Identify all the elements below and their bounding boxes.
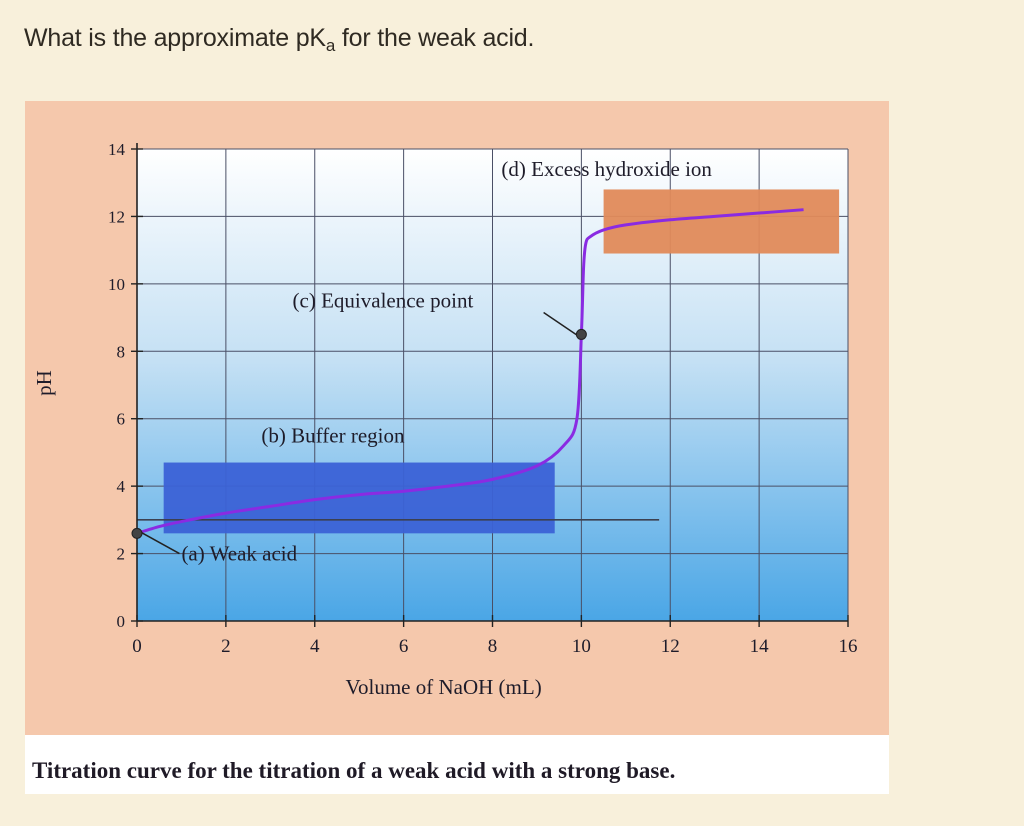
x-axis-label: Volume of NaOH (mL)	[346, 675, 542, 699]
y-tick-label-4: 4	[117, 477, 126, 496]
markers	[131, 328, 587, 539]
y-tick-label-12: 12	[108, 207, 125, 226]
x-tick-label-12: 12	[661, 636, 680, 657]
y-axis-label: pH	[32, 370, 56, 396]
titration-curve	[136, 208, 804, 535]
axes: 0 2 4 6 8 10 12 14 0 2 4 6 8 10 12 14 16 Volume of NaOH (…	[32, 140, 858, 699]
labels: (a) Weak acid (c) Equivalence point (b) Bu…	[181, 157, 712, 565]
question-text: What is the approximate pKa for the weak…	[24, 24, 534, 56]
excess-hydroxide-box	[603, 189, 840, 254]
x-tick-label-0: 0	[132, 636, 142, 657]
y-tick-label-2: 2	[117, 545, 126, 564]
y-tick-label-6: 6	[117, 410, 126, 429]
y-tick-label-8: 8	[117, 342, 126, 361]
figure-caption: Titration curve for the titration of a w…	[32, 758, 676, 783]
x-tick-label-10: 10	[572, 636, 591, 657]
leader-lines	[140, 311, 578, 555]
leader-weak-acid	[140, 531, 180, 555]
figure-card: 0 2 4 6 8 10 12 14 0 2 4 6 8 10 12 14 16 Volume of NaOH (…	[25, 101, 889, 794]
marker-weak-acid	[131, 527, 143, 539]
leader-equivalence-point	[543, 311, 578, 337]
series	[136, 208, 804, 535]
question-prefix: What is the approximate pK	[24, 24, 326, 52]
x-tick-label-4: 4	[310, 636, 320, 657]
y-tick-label-14: 14	[108, 140, 126, 159]
label-equivalence-point: (c) Equivalence point	[293, 289, 474, 313]
label-buffer-region: (b) Buffer region	[261, 424, 405, 448]
y-tick-label-0: 0	[117, 612, 126, 631]
y-tick-label-10: 10	[108, 275, 125, 294]
x-tick-label-8: 8	[488, 636, 498, 657]
x-tick-label-14: 14	[750, 636, 770, 657]
buffer-region-box	[163, 462, 555, 534]
x-tick-label-2: 2	[221, 636, 231, 657]
x-tick-label-6: 6	[399, 636, 409, 657]
question-subscript: a	[325, 36, 336, 55]
marker-equivalence-point	[575, 328, 587, 340]
x-tick-label-16: 16	[839, 636, 858, 657]
label-weak-acid: (a) Weak acid	[181, 542, 297, 566]
label-excess-hydroxide: (d) Excess hydroxide ion	[501, 157, 712, 181]
titration-chart: 0 2 4 6 8 10 12 14 0 2 4 6 8 10 12 14 16 Volume of NaOH (…	[32, 140, 858, 699]
question-suffix: for the weak acid.	[335, 24, 535, 52]
